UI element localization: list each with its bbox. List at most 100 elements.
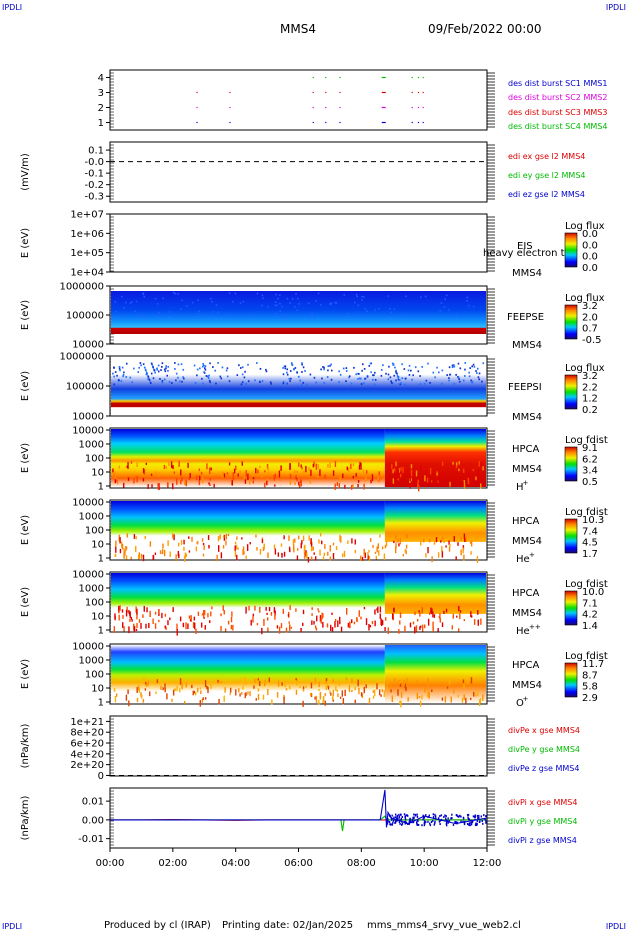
feepsi-speckle	[306, 383, 308, 386]
hpca-o-speckle	[197, 687, 199, 693]
hpca-hepp-speckle	[339, 621, 341, 625]
hpca-o-speckle	[276, 692, 279, 698]
hpca-o-speckle	[427, 683, 429, 691]
hpca-o-speckle	[470, 697, 472, 700]
hpca-hepp-speckle	[480, 618, 482, 625]
divpi-noise	[429, 822, 431, 825]
hpca-h-speckle	[184, 479, 186, 486]
divpi-noise	[451, 817, 453, 820]
hpca-he-colorbar-tick-label: 4.5	[582, 538, 598, 549]
hpca-h-speckle	[198, 480, 201, 486]
hpca-he-speckle	[305, 550, 307, 557]
feepsi-speckle	[282, 382, 285, 385]
hpca-he-speckle	[455, 556, 457, 561]
hpca-he-speckle	[142, 554, 145, 562]
hpca-he-speckle	[372, 544, 374, 548]
hpca-hepp-speckle	[420, 625, 422, 628]
hpca-o-speckle	[271, 699, 273, 705]
hpca-o-speckle	[147, 679, 149, 686]
feepsi-speckle	[326, 376, 329, 378]
feepsi-speckle	[404, 383, 406, 386]
divpi-noise	[473, 815, 476, 818]
hpca-o-speckle	[295, 677, 297, 681]
divpi-noise	[406, 814, 408, 817]
burst-mark	[325, 121, 327, 124]
hpca-he-speckle	[427, 546, 429, 554]
hpca-h-speckle	[274, 484, 276, 487]
hpca-he-speckle	[223, 534, 226, 541]
corner-label-top-left: IPDLI	[2, 3, 23, 12]
hpca-h-speckle	[417, 484, 420, 492]
hpca-he-speckle	[160, 551, 162, 555]
feepsi-speckle	[129, 376, 132, 379]
hpca-hepp-speckle	[128, 626, 130, 634]
hpca-h-speckle	[305, 465, 307, 473]
hpca-o-speckle	[238, 688, 240, 693]
feepse-speckle	[129, 302, 132, 304]
hpca-o-speckle	[475, 693, 477, 697]
hpca-o-speckle	[386, 685, 388, 690]
divpi-noise	[430, 821, 433, 824]
hpca-he-species-label-charge: +	[529, 551, 535, 559]
feepsi-instrument-label: FEEPSI	[508, 382, 542, 393]
hpca-o-speckle	[176, 685, 178, 692]
feepsi-speckle	[116, 374, 118, 377]
feepse-speckle	[242, 300, 244, 303]
feepse-speckle	[142, 293, 145, 296]
divpi-noise	[390, 817, 393, 820]
hpca-hepp-speckle	[365, 618, 368, 626]
feepse-speckle	[361, 295, 363, 298]
hpca-o-speckle	[470, 677, 473, 684]
hpca-hepp-speckle	[276, 625, 279, 629]
divpi-noise	[399, 819, 401, 822]
hpca-he-colorbar-title: Log fdist	[565, 507, 608, 518]
hpca-o-speckle	[199, 687, 202, 690]
feepsi-speckle	[269, 381, 272, 384]
hpca-o-speckle	[336, 689, 339, 692]
feepsi-speckle	[291, 364, 294, 367]
eis-spacecraft-label: MMS4	[512, 268, 542, 279]
hpca-hepp-speckle	[138, 619, 141, 623]
hpca-he-speckle	[448, 547, 451, 552]
hpca-hepp-speckle	[154, 623, 157, 629]
hpca-he-speckle	[306, 552, 308, 559]
feepsi-speckle	[119, 369, 121, 372]
hpca-hepp-speckle	[145, 623, 147, 629]
feepsi-speckle	[313, 376, 316, 379]
feepsi-speckle	[177, 376, 179, 379]
hpca-h-speckle	[458, 461, 460, 465]
hpca-he-speckle	[329, 545, 331, 552]
hpca-h-speckle	[200, 471, 203, 475]
eis-tick-label: 1e+06	[70, 229, 104, 240]
hpca-he-speckle	[399, 537, 402, 545]
hpca-o-speckle	[381, 689, 384, 693]
hpca-o-speckle	[330, 692, 332, 696]
feepsi-speckle	[240, 367, 242, 369]
hpca-he-speckle	[245, 555, 247, 559]
hpca-hepp-speckle	[428, 612, 431, 616]
feepse-speckle	[210, 315, 213, 318]
divpe-legend-2: divPe y gse MMS4	[508, 745, 580, 754]
hpca-hepp-speckle	[445, 608, 448, 613]
hpca-he-speckle	[368, 555, 371, 562]
hpca-hepp-speckle	[197, 611, 200, 616]
hpca-o-speckle	[365, 684, 367, 689]
hpca-h-ylabel: E (eV)	[20, 443, 31, 473]
feepsi-speckle	[270, 382, 273, 385]
hpca-hepp-speckle	[331, 626, 334, 632]
hpca-he-speckle	[425, 553, 427, 558]
feepsi-speckle	[359, 377, 362, 380]
feepsi-speckle	[459, 367, 462, 370]
burst-mark	[411, 106, 413, 109]
hpca-h-speckle	[289, 463, 291, 470]
hpca-hepp-colorbar-tick-label: 7.1	[582, 598, 598, 609]
feepse-speckle	[197, 299, 199, 301]
hpca-o-speckle	[390, 689, 392, 693]
hpca-o-speckle	[338, 681, 340, 687]
hpca-he-speckle	[208, 544, 210, 549]
feepsi-speckle	[469, 367, 472, 369]
hpca-h-speckle	[348, 467, 350, 473]
hpca-he-speckle	[175, 554, 177, 562]
hpca-hepp-tick-label: 100	[85, 598, 104, 609]
hpca-o-speckle	[254, 678, 256, 684]
